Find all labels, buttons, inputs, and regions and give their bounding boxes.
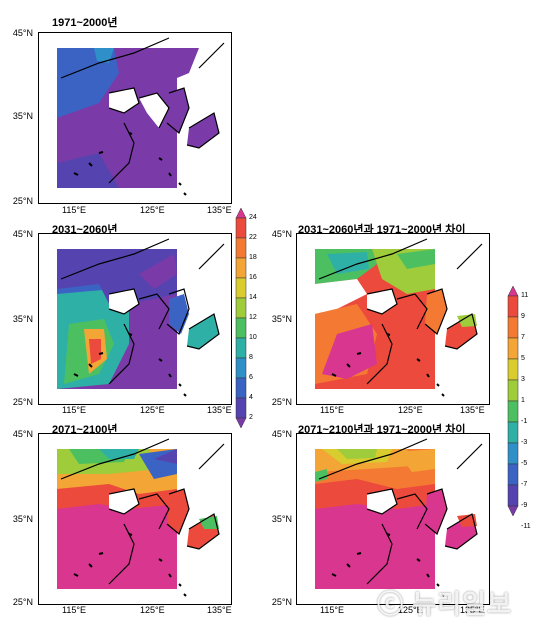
colorbar-segment — [507, 295, 519, 318]
colorbar-segment — [235, 397, 247, 419]
colorbar-tip-top — [235, 208, 247, 219]
colorbar-segment — [235, 257, 247, 279]
lat-label-35: 35°N — [12, 514, 33, 524]
colorbar-segment — [507, 421, 519, 444]
lon-label-125: 125°E — [398, 405, 423, 415]
lon-label-115: 115°E — [320, 405, 344, 415]
lat-label-25: 25°N — [12, 196, 33, 206]
lon-label-135: 135°E — [460, 405, 485, 415]
colorbar-segment — [507, 400, 519, 423]
lat-label-45: 45°N — [12, 229, 33, 239]
colorbar-tick-label: 6 — [249, 374, 253, 381]
colorbar-tick-label: 18 — [249, 254, 257, 261]
lon-label-135: 135°E — [207, 605, 232, 615]
lon-label-125: 125°E — [398, 605, 423, 615]
colorbar-tick-label: 10 — [249, 334, 257, 341]
colorbar-segment — [507, 358, 519, 381]
colorbar-segment — [235, 357, 247, 379]
colorbar-segment — [507, 379, 519, 402]
lat-label-45: 45°N — [12, 429, 33, 439]
lat-label-35: 35°N — [271, 514, 292, 524]
lon-label-135: 135°E — [460, 605, 485, 615]
lat-label-25: 25°N — [271, 397, 292, 407]
colorbar-tip-bottom — [235, 417, 247, 428]
colorbar-segment — [507, 316, 519, 339]
colorbar-segment — [507, 337, 519, 360]
colorbar-tick-label: 7 — [521, 334, 525, 341]
colorbar-difference: 11 9 7 5 3 1 -1 -3 -5 -7 -9 -11 — [504, 286, 536, 530]
lon-label-125: 125°E — [140, 605, 165, 615]
colorbar-segment — [235, 337, 247, 359]
map-frame — [38, 433, 232, 605]
colorbar-tick-label: 4 — [249, 394, 253, 401]
lon-label-125: 125°E — [140, 405, 165, 415]
colorbar-tick-label: -7 — [521, 481, 528, 488]
colorbar-tick-label: 5 — [521, 355, 525, 362]
lat-label-35: 35°N — [12, 111, 33, 121]
panel-1971-2000: 1971~2000년 45°N 35°N 25°N 115°E 125°E 13… — [0, 0, 250, 215]
colorbar-segment — [235, 377, 247, 399]
lat-label-45: 45°N — [12, 28, 33, 38]
colorbar-tick-label: 9 — [521, 313, 525, 320]
colorbar-tick-label: 3 — [521, 376, 525, 383]
colorbar-segment — [507, 463, 519, 486]
colorbar-tip-top — [507, 286, 519, 297]
lat-label-25: 25°N — [12, 597, 33, 607]
colorbar-tick-label: 16 — [249, 274, 257, 281]
lat-label-25: 25°N — [12, 397, 33, 407]
colorbar-segment — [235, 277, 247, 299]
lon-label-115: 115°E — [62, 605, 86, 615]
lon-label-115: 115°E — [320, 605, 344, 615]
lon-label-115: 115°E — [62, 205, 86, 215]
panel-diff-2071-2100: 2071~2100년과 1971~2000년 차이 45°N 35°N 25°N… — [262, 415, 502, 625]
colorbar-tick-label: -3 — [521, 439, 528, 446]
panel-2031-2060: 2031~2060년 45°N 35°N 25°N 115°E 125°E 13… — [0, 215, 250, 415]
lat-label-45: 45°N — [271, 429, 292, 439]
lon-label-125: 125°E — [140, 205, 165, 215]
panel-diff-2031-2060: 2031~2060년과 1971~2000년 차이 45°N 35°N 25°N… — [262, 215, 502, 415]
colorbar-tick-label: 24 — [249, 214, 257, 221]
lon-label-135: 135°E — [207, 205, 232, 215]
map-frame — [38, 233, 232, 405]
colorbar-segment — [235, 317, 247, 339]
panel-title: 1971~2000년 — [52, 17, 118, 29]
colorbar-segment — [507, 442, 519, 465]
colorbar-segment — [235, 217, 247, 239]
colorbar-tick-label: 22 — [249, 234, 257, 241]
colorbar-tick-label: 8 — [249, 354, 253, 361]
map-frame — [296, 433, 490, 605]
map-frame — [38, 32, 232, 204]
lat-label-35: 35°N — [12, 314, 33, 324]
colorbar-absolute: 24 22 18 16 14 12 10 8 6 4 2 — [232, 208, 262, 430]
colorbar-tick-label: 2 — [249, 414, 253, 421]
colorbar-tick-label: -1 — [521, 418, 528, 425]
colorbar-tick-label: 11 — [521, 292, 529, 299]
colorbar-tick-label: -11 — [521, 523, 531, 530]
lat-label-25: 25°N — [271, 597, 292, 607]
lon-label-115: 115°E — [62, 405, 86, 415]
map-frame — [296, 233, 490, 405]
colorbar-tick-label: 1 — [521, 397, 525, 404]
colorbar-tick-label: -9 — [521, 502, 528, 509]
colorbar-segment — [507, 484, 519, 507]
colorbar-segment — [235, 297, 247, 319]
colorbar-tick-label: 12 — [249, 314, 257, 321]
panel-2071-2100: 2071~2100년 45°N 35°N 25°N 115°E 125°E 13… — [0, 415, 250, 625]
colorbar-segment — [235, 237, 247, 259]
colorbar-tick-label: -5 — [521, 460, 528, 467]
lat-label-35: 35°N — [271, 314, 292, 324]
lat-label-45: 45°N — [271, 229, 292, 239]
colorbar-tip-bottom — [507, 505, 519, 516]
colorbar-tick-label: 14 — [249, 294, 257, 301]
lon-label-135: 135°E — [207, 405, 232, 415]
watermark: ⓒ 뉴리일보 — [377, 589, 512, 619]
